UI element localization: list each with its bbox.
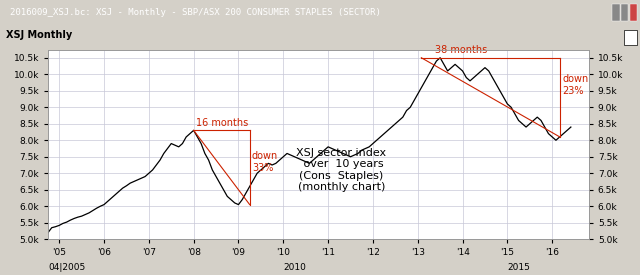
Text: down
23%: down 23%	[562, 75, 588, 96]
Bar	[630, 4, 637, 21]
Bar	[621, 4, 628, 21]
Text: XSJ Monthly: XSJ Monthly	[6, 30, 73, 40]
Text: 2016009_XSJ.bc: XSJ - Monthly - SBP/ASX 200 CONSUMER STAPLES (SECTOR): 2016009_XSJ.bc: XSJ - Monthly - SBP/ASX …	[10, 8, 380, 17]
Bar	[624, 30, 637, 45]
Bar	[612, 4, 620, 21]
Text: XSJ sector index
 over  10 years
(Cons  Staples)
(monthly chart): XSJ sector index over 10 years (Cons Sta…	[296, 148, 387, 192]
Text: 16 months: 16 months	[196, 118, 248, 128]
Text: 2015: 2015	[508, 263, 531, 272]
Text: 38 months: 38 months	[435, 45, 487, 56]
Text: 2010: 2010	[284, 263, 306, 272]
Text: down
33%: down 33%	[252, 151, 278, 173]
Text: 04|2005: 04|2005	[48, 263, 85, 272]
